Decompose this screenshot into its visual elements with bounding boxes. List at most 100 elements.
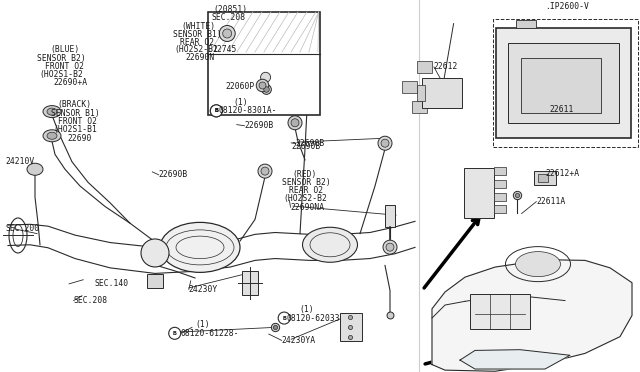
Text: 22612: 22612 xyxy=(434,62,458,71)
Bar xyxy=(242,271,258,295)
Text: 22611: 22611 xyxy=(549,105,573,114)
Ellipse shape xyxy=(211,105,222,117)
Bar xyxy=(493,205,506,214)
Bar xyxy=(493,167,506,176)
Text: 22690B: 22690B xyxy=(159,170,188,179)
Ellipse shape xyxy=(515,251,561,277)
Ellipse shape xyxy=(383,240,397,254)
Bar xyxy=(516,20,536,28)
Ellipse shape xyxy=(43,106,61,118)
Bar xyxy=(422,78,461,108)
Text: FRONT O2: FRONT O2 xyxy=(45,62,84,71)
Ellipse shape xyxy=(169,327,180,339)
Text: 22612+A: 22612+A xyxy=(545,169,579,178)
Text: SEC.140: SEC.140 xyxy=(95,279,129,288)
Bar xyxy=(493,193,506,202)
Text: 22060P: 22060P xyxy=(225,82,255,91)
Bar xyxy=(208,12,320,115)
Bar xyxy=(470,294,530,329)
Ellipse shape xyxy=(47,108,57,115)
Bar xyxy=(493,180,506,189)
Ellipse shape xyxy=(278,312,290,324)
Ellipse shape xyxy=(261,167,269,175)
Text: 24230YA: 24230YA xyxy=(282,336,316,345)
Bar xyxy=(412,101,427,113)
Ellipse shape xyxy=(378,136,392,150)
Text: (1): (1) xyxy=(300,305,314,314)
Polygon shape xyxy=(460,350,570,369)
Text: (HO2S2-B1: (HO2S2-B1 xyxy=(174,45,218,54)
Text: B: B xyxy=(214,108,218,113)
Bar xyxy=(402,81,417,93)
Text: 22611A: 22611A xyxy=(536,197,566,206)
Text: 22690N: 22690N xyxy=(185,53,214,62)
Bar xyxy=(417,61,431,73)
Ellipse shape xyxy=(303,77,313,83)
Text: 08120-61228-: 08120-61228- xyxy=(180,329,239,338)
Ellipse shape xyxy=(27,163,43,175)
Ellipse shape xyxy=(223,29,232,38)
Text: SENSOR B1): SENSOR B1) xyxy=(173,30,221,39)
Bar xyxy=(538,174,548,182)
Text: (20851): (20851) xyxy=(214,5,248,14)
Text: SENSOR B2): SENSOR B2) xyxy=(282,178,330,187)
Ellipse shape xyxy=(258,164,272,178)
Text: B: B xyxy=(173,331,177,336)
Text: 08120-62033: 08120-62033 xyxy=(287,314,340,323)
Text: (WHITE): (WHITE) xyxy=(181,22,215,31)
Text: 22690+A: 22690+A xyxy=(53,78,87,87)
Text: (BLUE): (BLUE) xyxy=(50,45,79,54)
Text: 22690B: 22690B xyxy=(244,121,274,130)
Text: SENSOR B1): SENSOR B1) xyxy=(51,109,100,118)
Ellipse shape xyxy=(288,116,302,130)
Text: 22690NA: 22690NA xyxy=(291,203,324,212)
Text: 22690B: 22690B xyxy=(292,142,321,151)
Bar xyxy=(385,205,395,227)
Ellipse shape xyxy=(219,25,236,42)
Text: (HO2S2-B2: (HO2S2-B2 xyxy=(283,194,327,203)
Text: FRONT O2: FRONT O2 xyxy=(58,117,97,126)
Ellipse shape xyxy=(386,243,394,251)
Ellipse shape xyxy=(260,72,271,82)
Polygon shape xyxy=(432,260,632,371)
Text: SENSOR B2): SENSOR B2) xyxy=(37,54,86,62)
Text: 08120-8301A-: 08120-8301A- xyxy=(219,106,277,115)
Text: (HO2S1-B2: (HO2S1-B2 xyxy=(40,70,84,79)
Ellipse shape xyxy=(381,139,389,147)
Ellipse shape xyxy=(141,239,169,267)
Text: 22690: 22690 xyxy=(67,134,92,143)
Ellipse shape xyxy=(47,132,57,139)
Text: SEC.208: SEC.208 xyxy=(74,296,108,305)
Text: (BRACK): (BRACK) xyxy=(58,100,92,109)
Bar xyxy=(496,28,631,138)
Bar xyxy=(521,58,601,113)
Text: 22745: 22745 xyxy=(212,45,237,54)
Text: (1): (1) xyxy=(234,98,248,107)
Ellipse shape xyxy=(291,119,299,127)
Text: REAR O2: REAR O2 xyxy=(289,186,323,195)
Ellipse shape xyxy=(160,222,240,272)
Text: B: B xyxy=(214,108,218,113)
Ellipse shape xyxy=(299,74,317,86)
Bar xyxy=(340,313,362,341)
Bar xyxy=(464,169,493,218)
Text: SEC.200: SEC.200 xyxy=(5,224,39,233)
Text: 24230Y: 24230Y xyxy=(189,285,218,294)
Text: REAR O2: REAR O2 xyxy=(180,38,214,46)
Bar xyxy=(508,43,619,123)
Ellipse shape xyxy=(211,105,222,117)
Text: SEC.208: SEC.208 xyxy=(211,13,245,22)
Text: B: B xyxy=(282,315,286,321)
Text: (1): (1) xyxy=(196,320,211,329)
Ellipse shape xyxy=(43,130,61,142)
Bar xyxy=(493,19,638,147)
Bar xyxy=(147,274,163,288)
Text: 24210V: 24210V xyxy=(5,157,35,166)
Bar xyxy=(534,171,556,185)
Text: (HO2S1-B1: (HO2S1-B1 xyxy=(53,125,97,134)
Text: 22690B: 22690B xyxy=(296,139,325,148)
Ellipse shape xyxy=(303,227,358,262)
Bar xyxy=(417,85,424,101)
Text: (RED): (RED) xyxy=(292,170,317,179)
Text: .IP2600-V: .IP2600-V xyxy=(545,2,589,11)
